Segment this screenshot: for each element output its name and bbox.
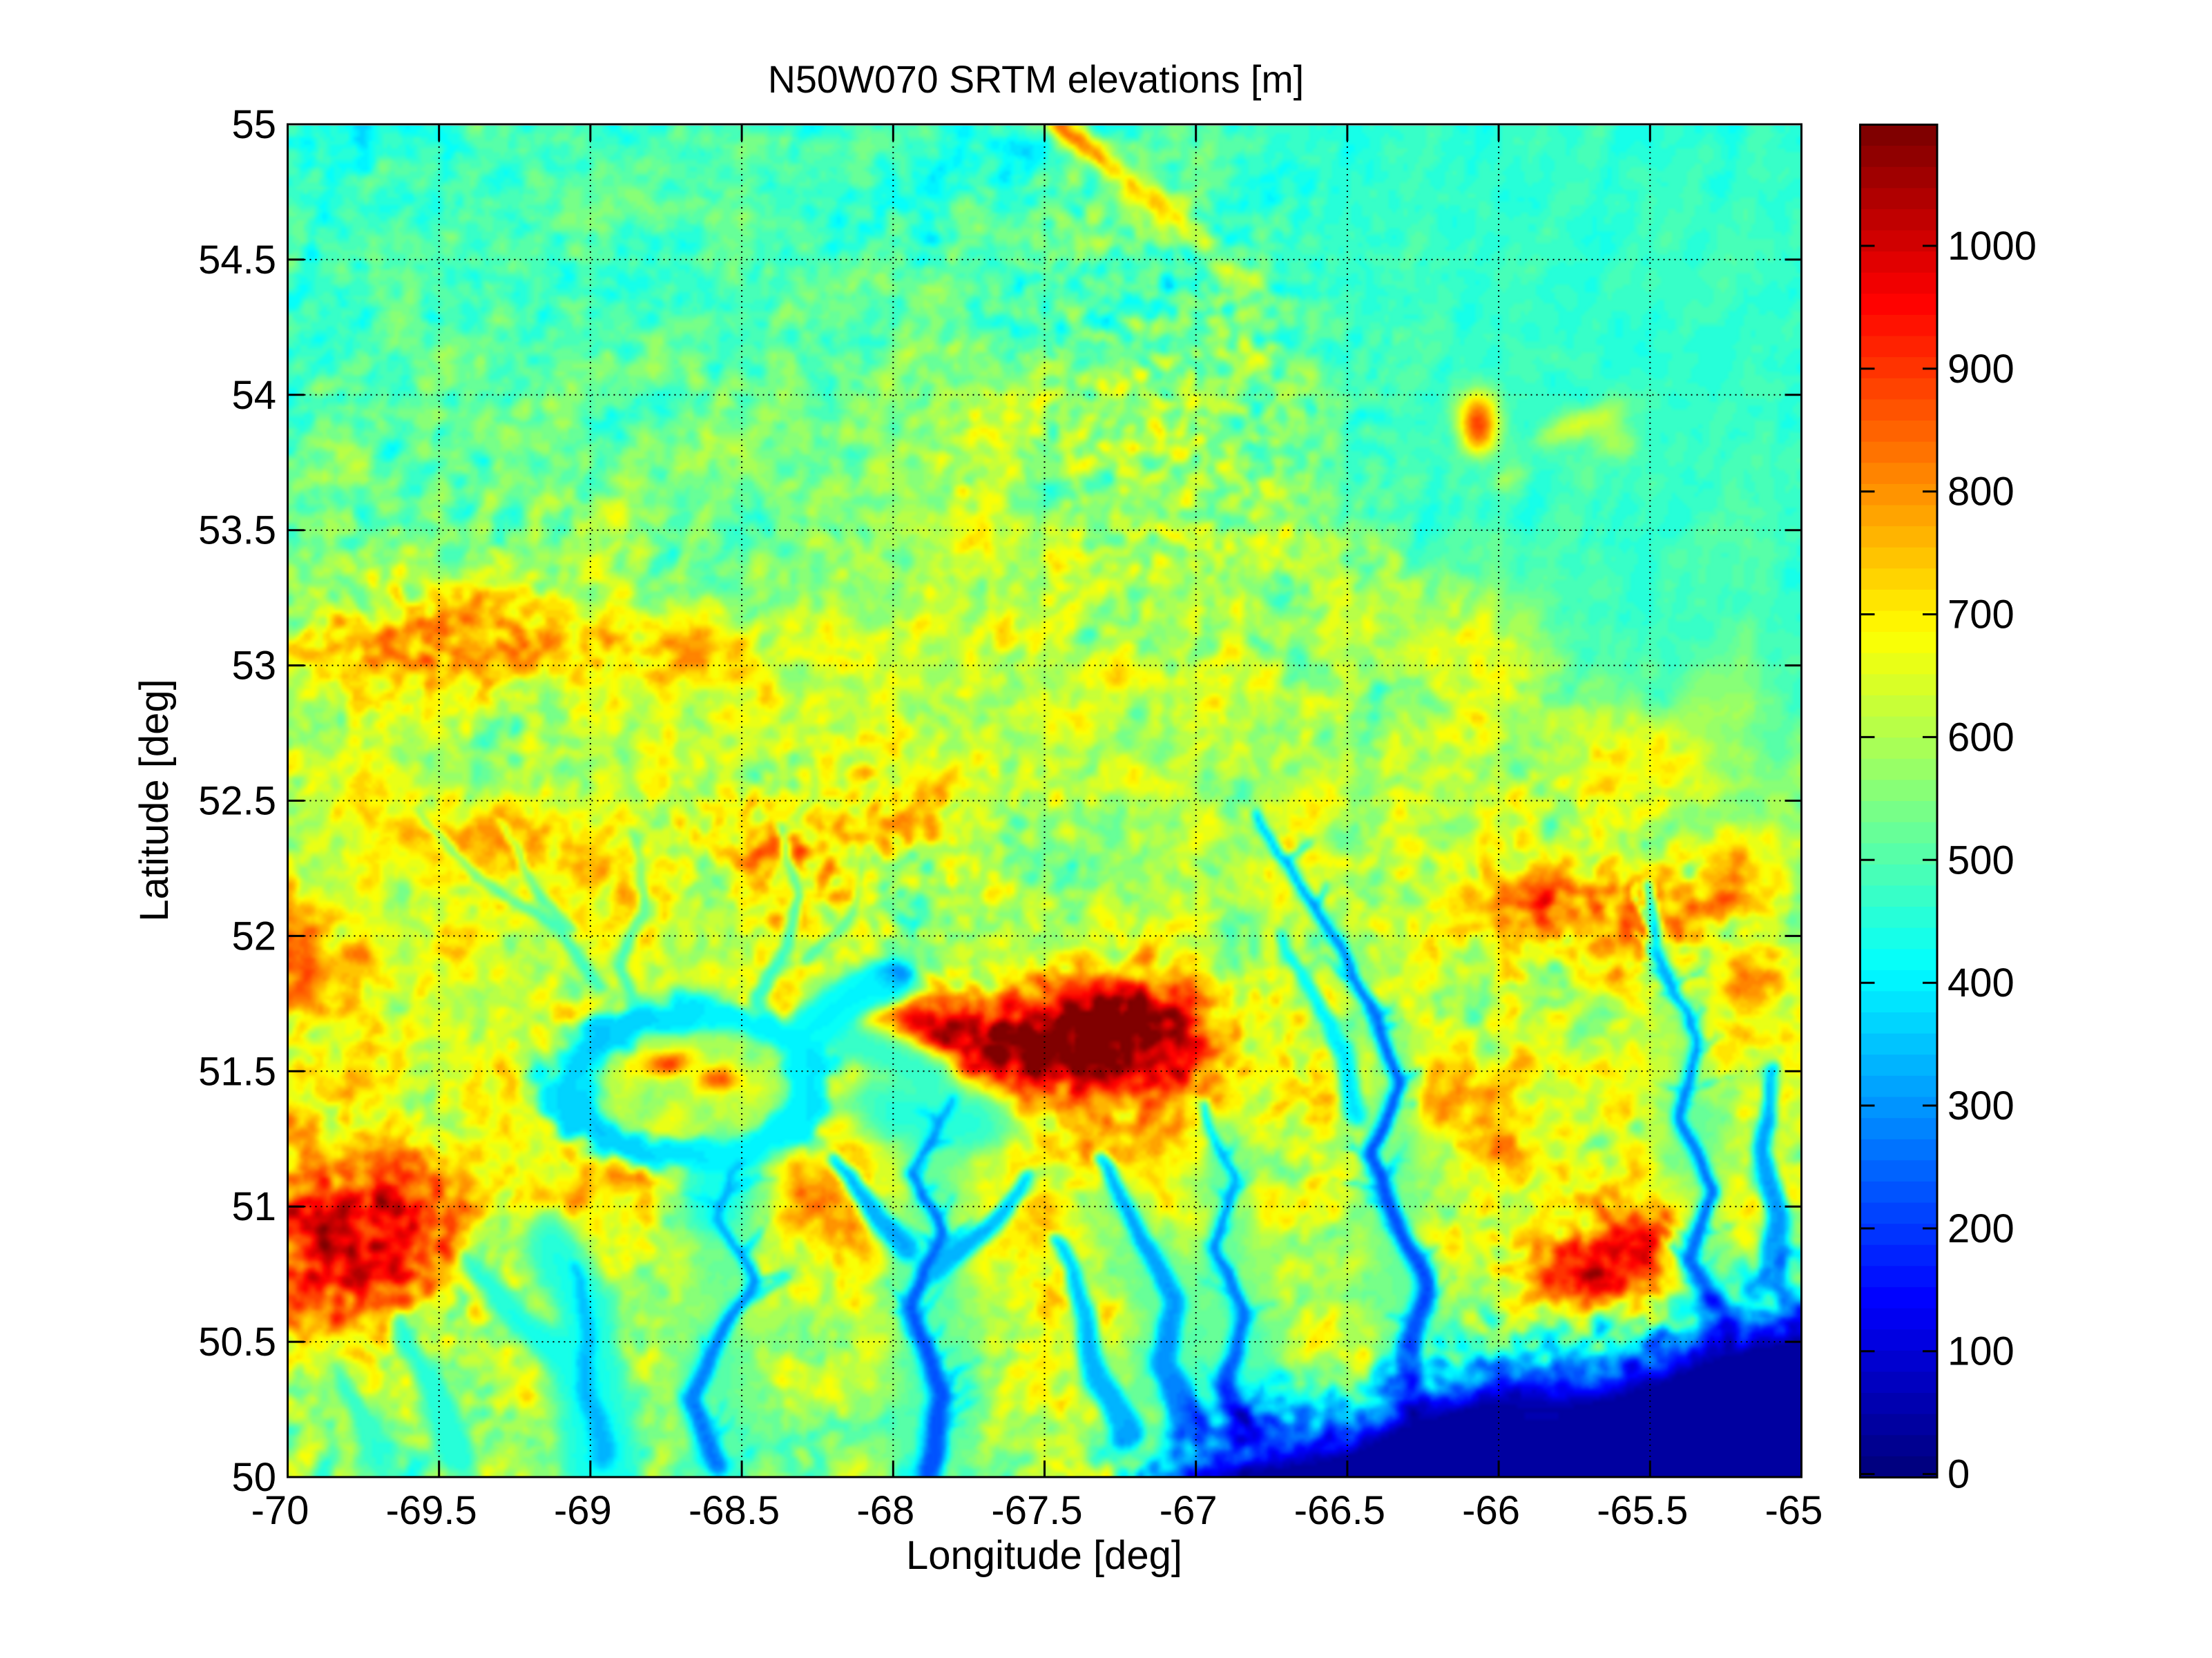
svg-text:-66: -66 [1462, 1488, 1520, 1533]
svg-text:700: 700 [1947, 592, 2014, 637]
svg-text:54: 54 [231, 373, 276, 418]
svg-text:52.5: 52.5 [198, 779, 276, 824]
svg-text:900: 900 [1947, 347, 2014, 392]
svg-text:54.5: 54.5 [198, 238, 276, 282]
svg-text:500: 500 [1947, 838, 2014, 883]
svg-text:-69.5: -69.5 [386, 1488, 477, 1533]
svg-text:51: 51 [231, 1184, 276, 1229]
svg-text:53.5: 53.5 [198, 508, 276, 553]
svg-text:300: 300 [1947, 1083, 2014, 1128]
svg-text:600: 600 [1947, 715, 2014, 760]
svg-text:52: 52 [231, 914, 276, 958]
svg-text:-69: -69 [554, 1488, 612, 1533]
svg-text:800: 800 [1947, 470, 2014, 514]
svg-text:-67: -67 [1160, 1488, 1218, 1533]
svg-text:400: 400 [1947, 961, 2014, 1005]
svg-text:1000: 1000 [1947, 224, 2037, 269]
svg-text:-70: -70 [251, 1488, 309, 1533]
svg-text:100: 100 [1947, 1329, 2014, 1374]
svg-text:51.5: 51.5 [198, 1049, 276, 1094]
svg-text:-67.5: -67.5 [991, 1488, 1082, 1533]
svg-text:-68: -68 [856, 1488, 914, 1533]
svg-text:50: 50 [231, 1455, 276, 1500]
svg-text:0: 0 [1947, 1452, 1970, 1497]
svg-text:53: 53 [231, 644, 276, 688]
svg-text:-65: -65 [1765, 1488, 1823, 1533]
svg-text:-68.5: -68.5 [689, 1488, 780, 1533]
svg-text:200: 200 [1947, 1206, 2014, 1251]
svg-text:N50W070 SRTM elevations [m]: N50W070 SRTM elevations [m] [768, 58, 1304, 101]
svg-text:50.5: 50.5 [198, 1320, 276, 1365]
svg-text:Latitude [deg]: Latitude [deg] [132, 679, 177, 922]
svg-text:Longitude [deg]: Longitude [deg] [906, 1533, 1182, 1578]
svg-text:-65.5: -65.5 [1597, 1488, 1688, 1533]
svg-text:55: 55 [231, 102, 276, 147]
svg-text:-66.5: -66.5 [1294, 1488, 1385, 1533]
